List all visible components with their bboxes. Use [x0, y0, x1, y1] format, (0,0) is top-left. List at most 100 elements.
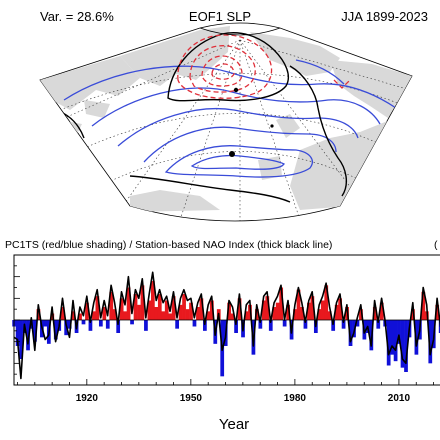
pc1-bar-1915 [67, 320, 72, 329]
timeseries-chart: 1920 1950 1980 2010 Year [12, 254, 440, 433]
pc1-bar-1925 [102, 307, 107, 320]
pc1-bar-1924 [98, 320, 103, 327]
pc1-bar-1961 [227, 302, 232, 320]
pc1-bar-1994 [341, 320, 346, 329]
pc1-bar-1989 [324, 285, 329, 320]
pc1-bar-1905 [33, 320, 37, 342]
pc1-bar-1981 [296, 289, 301, 320]
pc1-bar-1920 [85, 302, 89, 320]
negative-contours [63, 59, 397, 178]
pc1-bar-2017 [421, 291, 426, 320]
pc1-bar-1913 [60, 307, 65, 320]
pc1-bar-1940 [154, 307, 159, 320]
pc1-bar-1928 [112, 309, 117, 320]
pc1-bar-1911 [53, 320, 58, 340]
pc1-bar-1951 [192, 320, 197, 327]
pc1-bar-1983 [303, 320, 308, 329]
pc1-bar-1926 [105, 320, 110, 329]
map-title: EOF1 SLP [188, 9, 252, 24]
pc1-bar-2003 [372, 307, 377, 320]
timeseries-title: PC1TS (red/blue shading) / Station-based… [5, 239, 333, 251]
pc1-bar-1906 [36, 309, 41, 320]
pc1-bar-1919 [81, 320, 86, 325]
pc1-bar-1950 [189, 302, 193, 320]
x-tick-label-2010: 2010 [388, 393, 411, 404]
variance-label: Var. = 28.6% [40, 9, 114, 24]
pc1-bar-1933 [130, 320, 134, 325]
pc1-bar-1993 [338, 298, 342, 320]
x-axis-title: Year [219, 416, 249, 433]
station-markers [229, 87, 274, 157]
pc1-bar-1980 [293, 309, 297, 320]
pc1-bar-1976 [279, 287, 284, 320]
pc1-bar-1944 [168, 313, 173, 320]
pc1-bar-1932 [126, 287, 131, 320]
pc1-bar-1956 [209, 300, 214, 320]
pc1-bar-1974 [272, 307, 277, 320]
pc1-bar-1921 [88, 320, 93, 331]
x-tick-label-1980: 1980 [284, 393, 307, 404]
pc1-bar-1963 [234, 320, 238, 333]
pc1-bar-1969 [255, 309, 259, 320]
pc1-bar-1990 [327, 311, 332, 320]
pc1-bar-1927 [109, 291, 114, 320]
timeseries-title-cut: ( [434, 239, 438, 251]
pc1-bar-1975 [275, 302, 280, 320]
pc1-bar-1977 [282, 320, 287, 327]
pc1-bar-1972 [265, 296, 270, 320]
pc1-bar-1982 [300, 307, 304, 320]
pc1-bar-2019 [428, 320, 433, 364]
eof-map [39, 22, 413, 222]
pc1-bar-1999 [359, 309, 363, 320]
pc1-bar-2011 [400, 320, 405, 368]
pc1-bar-2005 [379, 302, 384, 320]
pc1-bar-1936 [140, 285, 145, 320]
pc1-bar-1901 [19, 320, 23, 359]
pole-arc [199, 27, 281, 36]
pc1-bar-1943 [164, 300, 169, 320]
pc1-bar-1955 [206, 311, 211, 320]
pc1-bar-1985 [310, 296, 315, 320]
positive-contours [177, 34, 351, 99]
pc1-bar-2015 [414, 320, 419, 355]
pc1-bar-1937 [144, 320, 148, 331]
pc1-bar-1945 [171, 296, 176, 320]
pc1-bar-1962 [230, 313, 235, 320]
pc1-bar-2007 [386, 320, 391, 366]
pc1-bar-1938 [147, 300, 152, 320]
pc1-bar-1971 [261, 300, 266, 320]
pc1-bar-1992 [334, 304, 339, 320]
pc1-bar-1964 [237, 298, 242, 320]
pc1-bar-1988 [320, 300, 325, 320]
pc1-bar-2021 [435, 304, 440, 320]
pc1-bar-1922 [92, 311, 96, 320]
pc1-bar-1996 [348, 320, 353, 346]
pc1-bar-1948 [182, 294, 186, 320]
pc1-bar-1978 [286, 304, 290, 320]
pc1-bar-1954 [203, 320, 207, 331]
pc1-bar-1930 [119, 298, 124, 320]
pc1-bar-1947 [178, 304, 183, 320]
pc1-bar-1949 [185, 309, 190, 320]
pc1-bar-2004 [376, 320, 381, 329]
pc1-bar-1900 [15, 320, 20, 346]
pc1-bar-2009 [393, 320, 398, 362]
pc1-bar-1935 [137, 304, 141, 320]
pc1-bar-1991 [331, 320, 336, 331]
pc1-bar-2008 [390, 320, 395, 355]
pc1-bar-1952 [196, 307, 200, 320]
pc1-bar-2014 [411, 309, 415, 320]
pc1-bar-1934 [133, 294, 138, 320]
nao-index-line [13, 271, 440, 380]
pc1-bar-1984 [307, 302, 311, 320]
pc1-bar-1939 [150, 281, 155, 320]
pc1-bar-1931 [123, 311, 127, 320]
pc1-bar-1918 [78, 313, 82, 320]
pc1-bar-1908 [43, 320, 48, 327]
axis-ticks: 1920 1950 1980 2010 [14, 254, 434, 404]
pc1-bar-1998 [355, 320, 360, 327]
pc1-bar-1929 [116, 320, 121, 333]
x-tick-label-1920: 1920 [76, 393, 99, 404]
pc1-bar-1973 [268, 320, 273, 331]
